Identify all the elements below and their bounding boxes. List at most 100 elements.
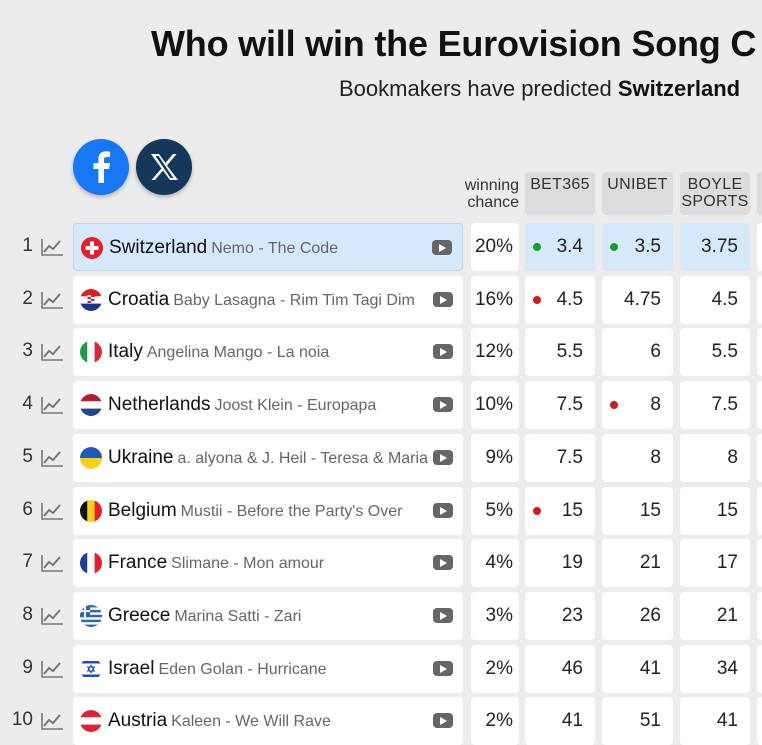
country-label: Croatia [108,288,170,310]
country-name: Austria Kaleen - We Will Rave [108,710,331,732]
odds-cell[interactable]: 5.5 [525,328,595,377]
odds-cell[interactable]: 7.5 [525,381,595,430]
belgium-flag-icon [80,499,102,522]
song-title: Eden Golan - Hurricane [158,660,327,678]
odds-cell[interactable]: 15 [680,486,750,535]
country-name: Croatia Baby Lasagna - Rim Tim Tagi Dim [108,289,415,311]
country-label: Ukraine [108,446,174,468]
entry-name-cell[interactable]: Italy Angelina Mango - La noia [73,328,463,377]
odds-cell[interactable]: 15 [525,486,595,535]
x-share-button[interactable] [136,139,192,195]
odds-cell[interactable]: 4.75 [602,275,673,324]
rank-number: 7 [22,551,33,573]
entry-name-cell[interactable]: France Slimane - Mon amour [73,539,463,588]
odds-value: 15 [561,499,583,521]
bookmaker-header-boyle-sports[interactable]: BOYLE SPORTS [680,172,750,215]
play-video-icon[interactable] [433,502,453,518]
country-label: France [108,552,168,574]
rank-number: 9 [22,656,33,678]
odds-cell[interactable]: 21 [680,591,750,640]
entry-name-cell[interactable]: Netherlands Joost Klein - Europapa [73,381,463,430]
odds-value: 4.5 [556,288,583,310]
entry-name-cell[interactable]: Ukraine a. alyona & J. Heil - Teresa & Ma… [73,433,463,482]
odds-cell[interactable]: 3.4 [525,223,595,271]
odds-cell[interactable]: 15 [602,486,673,535]
rank-number: 8 [22,603,33,625]
entry-name-cell[interactable]: Belgium Mustii - Before the Party's Over [73,486,463,535]
entry-name-cell[interactable]: Greece Marina Satti - Zari [73,591,463,640]
country-name: Ukraine a. alyona & J. Heil - Teresa & Ma… [108,447,428,469]
table-row: 5 Ukraine a. alyona & J. Heil - Teresa & M… [0,433,762,482]
facebook-share-button[interactable] [73,139,129,195]
odds-cell[interactable]: 3.5 [602,223,673,271]
odds-cell[interactable]: 7.5 [680,381,750,430]
bookmaker-name-line2: SPORTS [681,193,749,210]
winning-chance-line2: chance [467,194,519,211]
play-video-icon[interactable] [433,291,453,307]
odds-cell[interactable]: 19 [525,539,595,588]
play-video-icon[interactable] [433,449,453,465]
entry-name-cell[interactable]: Israel Eden Golan - Hurricane [73,644,463,693]
odds-cell[interactable]: 34 [680,644,750,693]
play-video-icon[interactable] [433,555,453,571]
bookmaker-header-bet365[interactable]: BET365 [525,172,595,215]
entry-name-cell[interactable]: Switzerland Nemo - The Code [73,223,463,271]
odds-cell[interactable]: 4.5 [525,275,595,324]
netherlands-flag-icon [80,394,102,417]
odds-cell[interactable]: 3.75 [680,223,750,271]
trend-chart-icon[interactable] [40,711,64,731]
trend-chart-icon[interactable] [40,290,64,310]
odds-cell[interactable]: 26 [602,591,673,640]
odds-cell[interactable]: 41 [680,697,750,745]
odds-cell[interactable]: 21 [602,539,673,588]
trend-chart-icon[interactable] [40,553,64,573]
trend-chart-icon[interactable] [40,395,64,415]
winning-chance-header: winning chance [461,177,519,211]
trend-chart-icon[interactable] [40,606,64,626]
winning-chance-value: 10% [471,381,519,430]
entry-name-cell[interactable]: Austria Kaleen - We Will Rave [73,697,463,745]
bookmaker-name: BET365 [530,176,590,193]
rank-number: 3 [22,340,33,362]
play-video-icon[interactable] [433,607,453,623]
odds-value: 8 [650,394,661,416]
odds-value: 51 [639,710,661,732]
switzerland-flag-icon [81,237,103,259]
odds-cell[interactable]: 51 [602,697,673,745]
play-video-icon[interactable] [433,713,453,729]
odds-value: 26 [639,604,661,626]
odds-cell[interactable]: 46 [525,644,595,693]
ukraine-flag-icon [80,446,102,469]
odds-cell[interactable]: 41 [602,644,673,693]
odds-cell[interactable]: 23 [525,591,595,640]
rank-number: 1 [22,235,33,256]
entry-name-cell[interactable]: Croatia Baby Lasagna - Rim Tim Tagi Dim [73,275,463,324]
play-video-icon[interactable] [433,660,453,676]
odds-cell[interactable]: 41 [525,697,595,745]
bookmaker-header-partial [757,172,762,215]
odds-value: 7.5 [556,446,583,468]
odds-cell[interactable]: 8 [602,433,673,482]
trend-chart-icon[interactable] [40,501,64,521]
trend-chart-icon[interactable] [40,237,64,257]
play-video-icon[interactable] [433,344,453,360]
odds-cell-partial [757,539,762,588]
country-name: Greece Marina Satti - Zari [108,605,301,627]
odds-cell[interactable]: 17 [680,539,750,588]
odds-cell[interactable]: 8 [602,381,673,430]
trend-chart-icon[interactable] [40,342,64,362]
odds-cell[interactable]: 5.5 [680,328,750,377]
odds-value: 4.5 [711,288,738,310]
song-title: Mustii - Before the Party's Over [180,502,403,520]
trend-chart-icon[interactable] [40,659,64,679]
play-video-icon[interactable] [433,397,453,413]
trend-chart-icon[interactable] [40,448,64,468]
odds-cell[interactable]: 7.5 [525,433,595,482]
bookmaker-header-unibet[interactable]: UNIBET [602,172,673,215]
play-video-icon[interactable] [432,240,452,255]
rank-number: 2 [22,287,33,309]
odds-cell[interactable]: 6 [602,328,673,377]
odds-cell[interactable]: 4.5 [680,275,750,324]
odds-cell[interactable]: 8 [680,433,750,482]
country-name: Netherlands Joost Klein - Europapa [108,394,376,416]
